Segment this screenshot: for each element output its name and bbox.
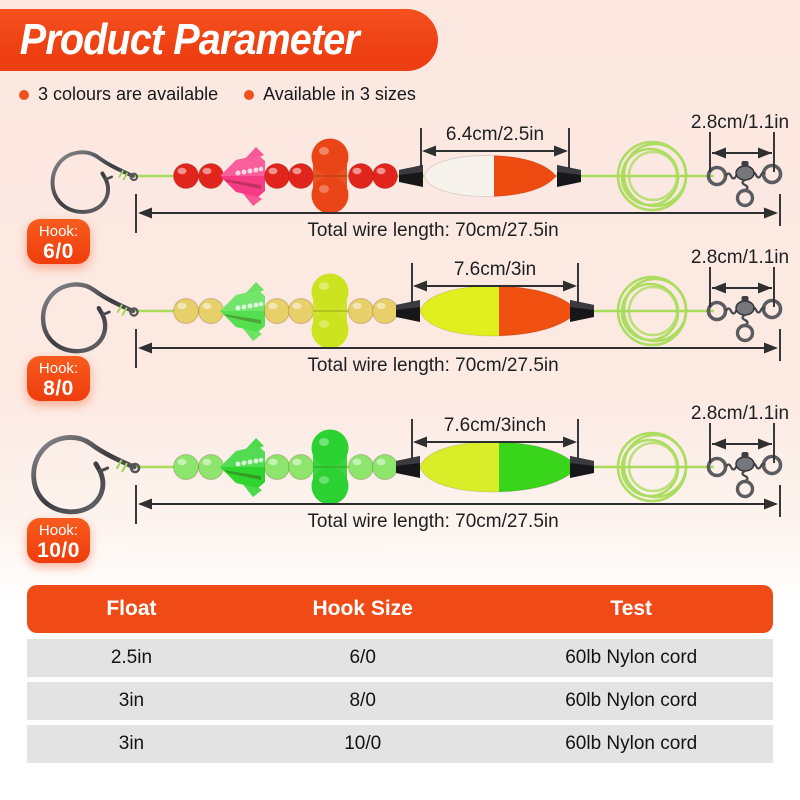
cell-hook-size: 10/0 <box>344 733 382 754</box>
float-dimension-label: 7.6cm/3inch <box>443 415 547 436</box>
hook-badge-prefix: Hook: <box>38 223 79 240</box>
rattle-beads-icon <box>310 137 350 215</box>
bead-icon <box>288 298 314 324</box>
cell-test: 60lb Nylon cord <box>565 690 698 711</box>
float-sleeve-icon <box>557 165 581 187</box>
bead-icon <box>348 454 374 480</box>
swivel-dimension-label: 2.8cm/1.1in <box>690 403 790 424</box>
float-sleeve-icon <box>396 456 420 478</box>
bead-icon <box>198 298 224 324</box>
popper-cone-icon <box>220 282 265 341</box>
bead-icon <box>264 454 290 480</box>
bead-icon <box>372 454 398 480</box>
hook-badge-prefix: Hook: <box>38 360 79 377</box>
float-sleeve-icon <box>399 165 423 187</box>
cell-test: 60lb Nylon cord <box>565 733 698 754</box>
bead-icon <box>348 298 374 324</box>
three-way-swivel-icon <box>706 294 783 343</box>
popper-cone-icon <box>220 438 265 497</box>
table-row: 2.5in 6/0 60lb Nylon cord <box>27 639 773 677</box>
total-wire-length-label: Total wire length: 70cm/27.5in <box>307 355 559 376</box>
cell-hook-size: 6/0 <box>349 647 376 668</box>
rig-diagram-6-0: 6.4cm/2.5in 2.8cm/1.1in Total wire lengt… <box>0 110 800 270</box>
bead-icon <box>372 298 398 324</box>
circle-hook-icon <box>34 437 139 511</box>
title-banner: Product Parameter <box>0 9 438 71</box>
bead-icon <box>198 163 224 189</box>
total-wire-length-label: Total wire length: 70cm/27.5in <box>307 511 559 532</box>
feature-label: Available in 3 sizes <box>263 84 416 104</box>
bullet-icon <box>19 89 29 100</box>
table-row: 3in 10/0 60lb Nylon cord <box>27 725 773 763</box>
float-sleeve-icon <box>396 300 420 322</box>
hook-badge-size: 10/0 <box>37 539 80 562</box>
float-icon <box>419 441 580 493</box>
cell-float: 3in <box>118 690 145 711</box>
table-row: 3in 8/0 60lb Nylon cord <box>27 682 773 720</box>
hook-size-badge: Hook: 10/0 <box>27 518 90 563</box>
rattle-beads-icon <box>310 272 350 350</box>
float-icon <box>423 154 558 198</box>
bead-icon <box>173 454 199 480</box>
feature-label: 3 colours are available <box>38 84 219 104</box>
popper-cone-icon <box>220 147 265 206</box>
header-float: Float <box>106 597 157 620</box>
float-icon <box>419 285 580 337</box>
bead-icon <box>348 163 374 189</box>
circle-hook-icon <box>43 285 137 352</box>
bead-icon <box>372 163 398 189</box>
float-sleeve-icon <box>570 456 594 478</box>
bead-icon <box>288 454 314 480</box>
cell-hook-size: 8/0 <box>349 690 376 711</box>
cell-test: 60lb Nylon cord <box>565 647 698 668</box>
bead-icon <box>198 454 224 480</box>
bead-icon <box>288 163 314 189</box>
float-dimension-label: 6.4cm/2.5in <box>445 124 545 145</box>
swivel-dimension-label: 2.8cm/1.1in <box>690 112 790 133</box>
bead-icon <box>264 298 290 324</box>
bullet-icon <box>244 89 255 100</box>
dimension-arrows <box>135 263 781 368</box>
dimension-arrows <box>135 128 781 233</box>
hook-size-badge: Hook: 8/0 <box>27 356 90 401</box>
bead-icon <box>173 298 199 324</box>
rig-diagram-8-0: 7.6cm/3in 2.8cm/1.1in Total wire length:… <box>0 245 800 405</box>
float-dimension-label: 7.6cm/3in <box>453 259 537 280</box>
swivel-dimension-label: 2.8cm/1.1in <box>690 247 790 268</box>
three-way-swivel-icon <box>706 450 783 499</box>
float-sleeve-icon <box>570 300 594 322</box>
header-hook-size: Hook Size <box>312 597 413 620</box>
spec-table-header: Float Hook Size Test <box>27 585 773 633</box>
hook-size-badge: Hook: 6/0 <box>27 219 90 264</box>
spec-table: Float Hook Size Test 2.5in 6/0 60lb Nylo… <box>27 585 773 763</box>
three-way-swivel-icon <box>706 159 783 208</box>
bead-icon <box>173 163 199 189</box>
header-test: Test <box>610 597 653 620</box>
cell-float: 2.5in <box>110 647 153 668</box>
hook-badge-size: 8/0 <box>43 377 74 400</box>
feature-colours: 3 colours are available <box>19 84 218 105</box>
hook-badge-prefix: Hook: <box>38 522 79 539</box>
rig-diagram-10-0: 7.6cm/3inch 2.8cm/1.1in Total wire lengt… <box>0 401 800 561</box>
total-wire-length-label: Total wire length: 70cm/27.5in <box>307 220 559 241</box>
page-title: Product Parameter <box>19 15 360 64</box>
cell-float: 3in <box>118 733 145 754</box>
hook-badge-size: 6/0 <box>43 240 74 263</box>
circle-hook-icon <box>50 150 140 214</box>
bead-icon <box>264 163 290 189</box>
rattle-beads-icon <box>310 428 350 506</box>
dimension-arrows <box>135 419 781 524</box>
feature-bullets: 3 colours are available Available in 3 s… <box>19 84 416 105</box>
feature-sizes: Available in 3 sizes <box>244 84 416 105</box>
